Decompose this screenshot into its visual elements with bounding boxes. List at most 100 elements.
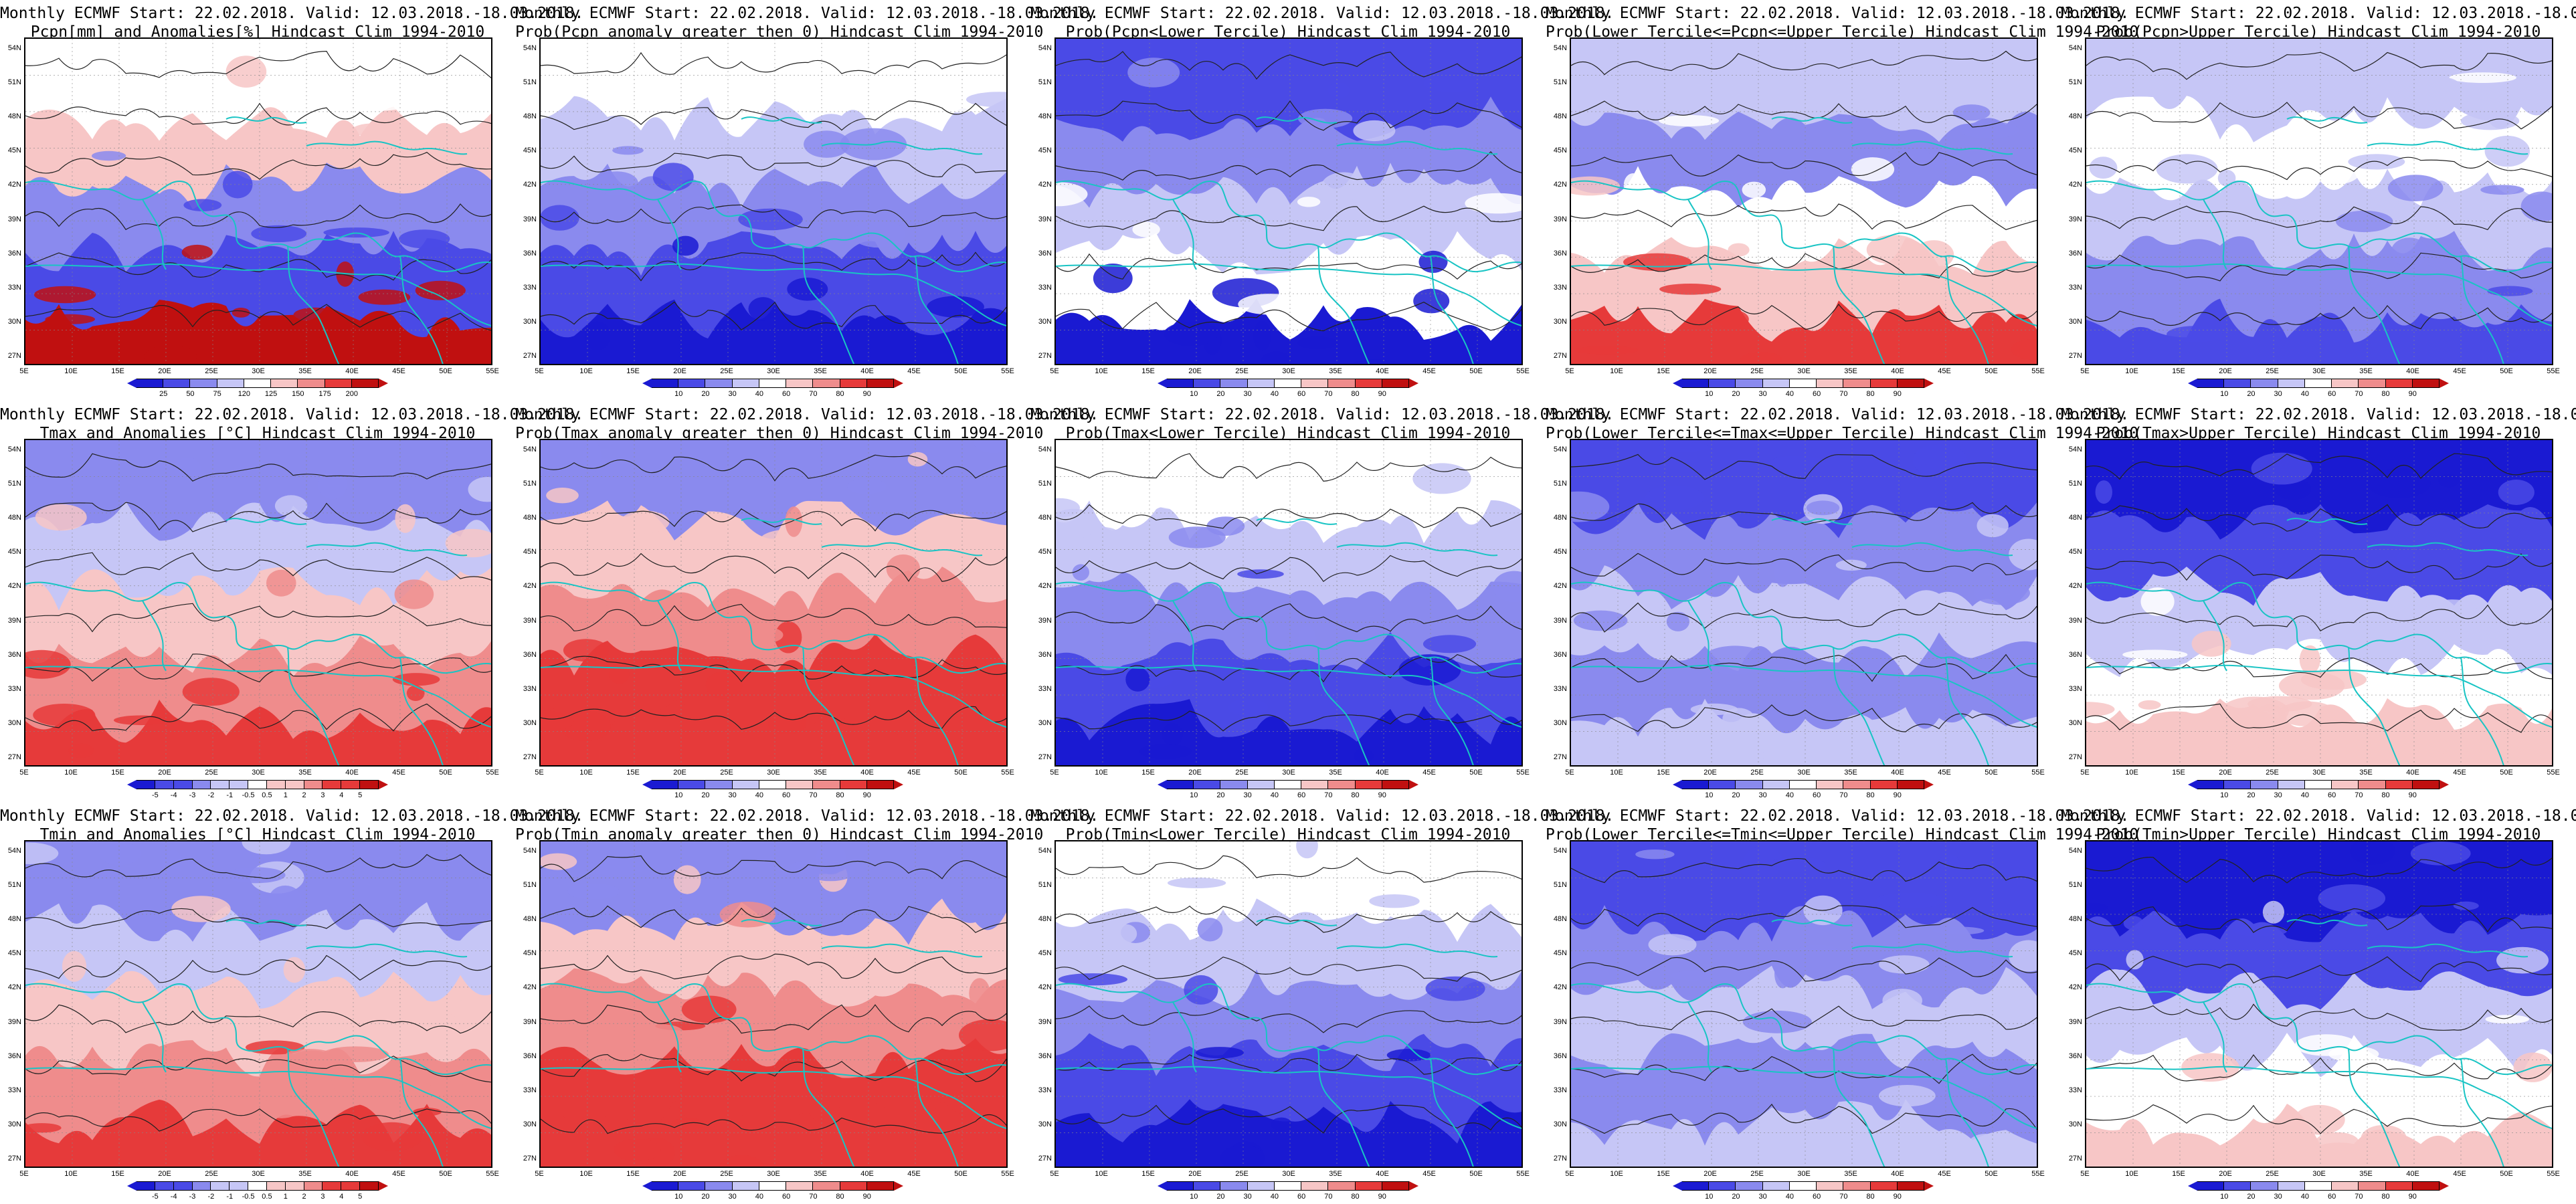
lat-tick-label: 45N [1553,146,1567,155]
colorbar-segment [2359,379,2386,388]
colorbar-segment [2224,1181,2251,1191]
colorbar-tick-label: 30 [728,390,737,398]
colorbar-segment [1897,780,1924,789]
panel-pcpn-4: Monthly ECMWF Start: 22.02.2018. Valid: … [1546,0,2138,401]
field-patch [1261,351,1293,364]
field-patch [1296,841,1318,859]
field-patch [2086,702,2115,717]
field-patch [1575,346,1639,355]
lon-tick-label: 10E [1095,769,1108,777]
field-patch [1960,121,2019,139]
field-patch [33,704,96,726]
colorbar [1673,1181,1934,1191]
panel-tmin-4: Monthly ECMWF Start: 22.02.2018. Valid: … [1546,803,2138,1204]
lon-tick-label: 20E [158,769,171,777]
lon-tick-label: 55E [2547,769,2560,777]
panel-title: Monthly ECMWF Start: 22.02.2018. Valid: … [515,4,1099,41]
colorbar-arrow-left [2188,1181,2197,1191]
lon-tick-label: 40E [2406,367,2419,375]
field-patch [597,602,666,625]
colorbar-tick-label: 10 [674,390,683,398]
colorbar-segment [323,780,342,789]
lon-tick-label: 5E [535,1170,544,1178]
field-patch [181,244,213,260]
map-plot-area [1570,840,2038,1168]
lat-tick-label: 36N [7,650,21,659]
panel-title: Monthly ECMWF Start: 22.02.2018. Valid: … [2061,4,2576,41]
lat-tick-label: 42N [7,181,21,189]
coastline [2086,1066,2552,1129]
field-patch [2222,278,2240,301]
lon-tick-label: 35E [1844,367,1857,375]
field-patch [681,995,737,1023]
lat-tick-label: 33N [1038,684,1052,693]
coastline [541,263,1006,326]
contour-line [25,654,491,683]
colorbar [1158,780,1418,789]
lat-tick-label: 51N [7,78,21,87]
colorbar-tick-label: 30 [1758,390,1767,398]
colorbar-tick-label: 40 [2300,1193,2309,1201]
lon-tick-label: 50E [1469,367,1483,375]
colorbar [127,780,388,789]
contour-line [2086,252,2552,282]
colorbar-tick-label: 150 [292,390,304,398]
coastline [1571,983,2037,1076]
contour-line [1571,904,2037,933]
lon-tick-label: 30E [767,1170,780,1178]
colorbar-segment [248,1181,267,1191]
colorbar-segment [211,1181,230,1191]
field-patch [2254,724,2302,755]
colorbar-tick-label: 80 [1866,1193,1875,1201]
colorbar-segment [1247,379,1275,388]
colorbar-arrow-right [378,1181,388,1191]
contour-line [2086,52,2552,80]
colorbar-segment [266,1181,286,1191]
lon-tick-label: 30E [1797,367,1811,375]
field-patch [1645,485,1704,510]
field-patch [750,627,784,643]
field-patch [1774,959,1791,989]
colorbar-tick-label: 80 [2381,791,2390,799]
field-patch [1093,264,1133,294]
field-patch [1220,1145,1265,1167]
panel-title-line1: Monthly ECMWF Start: 22.02.2018. Valid: … [515,5,1099,22]
colorbar-segment [229,780,249,789]
lon-tick-label: 5E [19,769,29,777]
lat-tick-label: 48N [7,112,21,121]
colorbar-segment [813,1181,840,1191]
lon-tick-label: 35E [1844,1170,1857,1178]
colorbar-arrow-left [642,780,652,789]
lon-tick-label: 55E [486,1170,499,1178]
field-patch [1321,172,1366,201]
colorbar-arrow-left [642,379,652,388]
lon-tick-label: 30E [252,1170,265,1178]
panel-title-line1: Monthly ECMWF Start: 22.02.2018. Valid: … [515,807,1099,825]
panel-title-line1: Monthly ECMWF Start: 22.02.2018. Valid: … [1546,5,2130,22]
coastline [2286,919,2368,926]
colorbar-segment [1167,379,1194,388]
lon-tick-label: 40E [1376,367,1389,375]
field-patch [541,759,568,765]
lon-tick-label: 40E [1376,769,1389,777]
colorbar-arrow-right [893,1181,903,1191]
colorbar-arrow-right [1924,780,1934,789]
colorbar-segment [1220,780,1248,789]
field-patch [1206,516,1245,536]
coastline [399,657,444,765]
coastline [1851,943,2013,958]
lon-tick-label: 35E [1844,769,1857,777]
panel-title-line1: Monthly ECMWF Start: 22.02.2018. Valid: … [1030,807,1615,825]
colorbar-tick-label: 10 [2220,390,2229,398]
colorbar-segment [1897,379,1924,388]
field-patch [428,1081,466,1098]
field-patch [973,440,1006,454]
coastline [541,1066,1006,1129]
colorbar-tick-label: 20 [1732,1193,1740,1201]
coastline [802,1048,855,1167]
colorbar-tick-label: 40 [1270,1193,1279,1201]
lon-tick-label: 40E [1891,367,1904,375]
lat-tick-label: 27N [2068,753,2082,761]
contour-line [2086,604,2552,632]
colorbar-segment [2359,780,2386,789]
